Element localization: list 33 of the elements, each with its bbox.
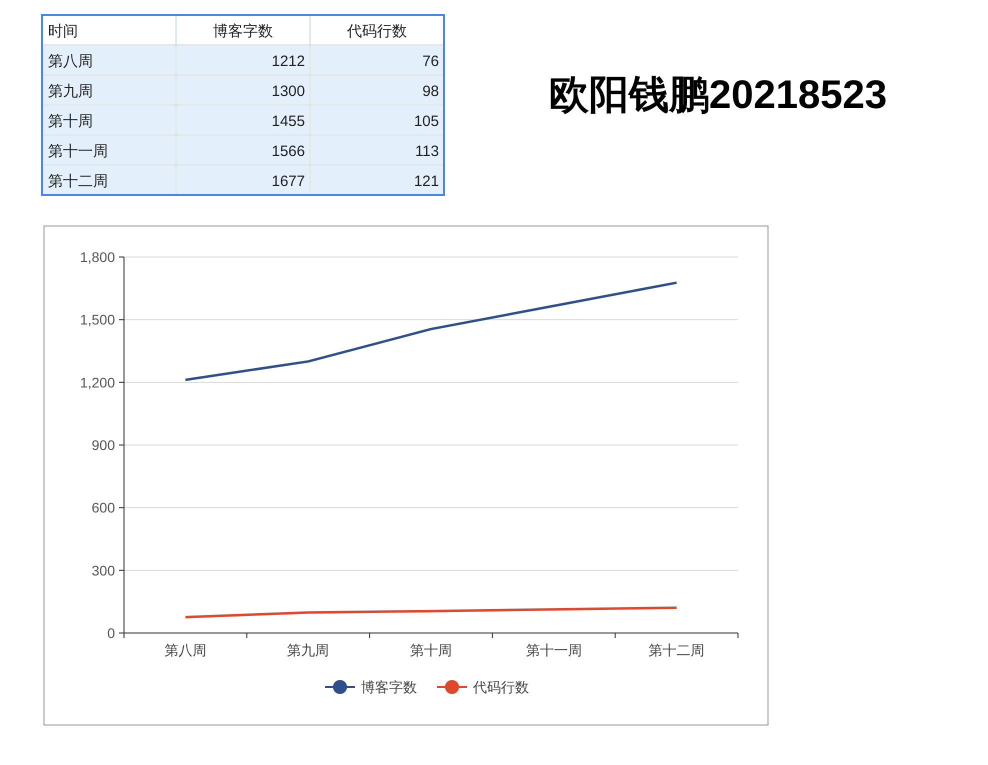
y-tick-label: 1,500 bbox=[80, 312, 116, 328]
y-tick-label: 第十二周 bbox=[48, 173, 108, 190]
chart-title: 欧阳钱鹏20218523 bbox=[549, 73, 887, 117]
y-tick-label: 0 bbox=[107, 625, 116, 641]
y-tick-label: 1,200 bbox=[80, 374, 116, 390]
y-tick-label: 600 bbox=[92, 500, 116, 516]
line-series bbox=[184, 281, 678, 382]
y-tick-label: 300 bbox=[92, 562, 116, 578]
data-label: 98 bbox=[422, 83, 439, 100]
y-tick-label: 1,800 bbox=[80, 249, 116, 265]
x-tick-label: 第十二周 bbox=[648, 642, 705, 658]
y-tick-label: 第十一周 bbox=[48, 143, 108, 160]
y-tick-label: 第八周 bbox=[48, 53, 93, 70]
y-tick-label: 第十周 bbox=[48, 113, 93, 130]
data-label: 121 bbox=[414, 173, 439, 190]
x-tick-label: 第十周 bbox=[410, 642, 452, 658]
data-label: 76 bbox=[422, 53, 439, 70]
x-tick-label: 第九周 bbox=[287, 642, 330, 658]
x-tick-label: 第八周 bbox=[164, 642, 206, 658]
data-label: 1455 bbox=[272, 113, 305, 130]
x-tick-label: 第十一周 bbox=[526, 642, 582, 658]
data-label: 1212 bbox=[272, 53, 305, 70]
data-label: 105 bbox=[414, 113, 439, 130]
line-series bbox=[184, 606, 678, 618]
legend-label: 博客字数 bbox=[361, 679, 417, 695]
y-tick-label: 第九周 bbox=[48, 83, 93, 100]
legend-label: 代码行数 bbox=[472, 679, 529, 695]
data-label: 1677 bbox=[272, 173, 305, 190]
data-label: 1300 bbox=[272, 83, 305, 100]
y-tick-label: 900 bbox=[92, 437, 116, 453]
data-label: 1566 bbox=[272, 143, 305, 160]
data-label: 113 bbox=[415, 143, 439, 160]
text: 时间 bbox=[48, 23, 78, 40]
